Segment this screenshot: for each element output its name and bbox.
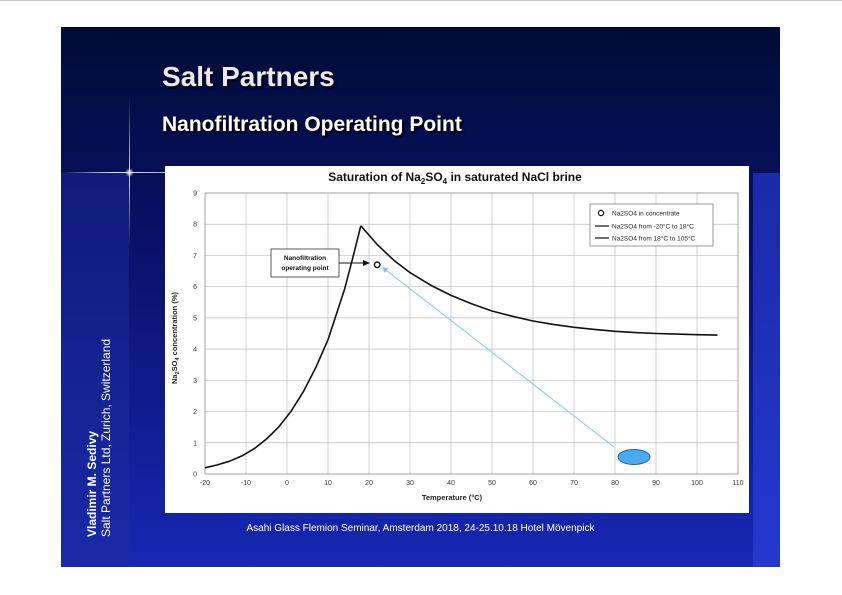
x-tick-label: 20 <box>365 480 373 487</box>
plot-area-border <box>204 192 739 475</box>
x-tick-label: 40 <box>447 480 455 487</box>
chart-title-sub: 4 <box>443 177 448 186</box>
annotation-text-line1: Nanofiltration <box>284 255 326 262</box>
x-tick-label: -20 <box>200 480 210 487</box>
x-tick-label: -10 <box>241 480 251 487</box>
annotation-text-line2: operating point <box>281 265 329 272</box>
y-tick-label: 8 <box>193 222 197 229</box>
y-tick-label: 3 <box>193 378 197 385</box>
x-axis-title: Temperature (°C) <box>422 493 483 502</box>
chart-title-part: Saturation of Na <box>328 170 421 184</box>
slide-title: Salt Partners <box>162 61 335 92</box>
x-tick-label: 30 <box>406 480 414 487</box>
author-organization: Salt Partners Ltd, Zurich, Switzerland <box>99 338 113 537</box>
slide-left-band <box>61 173 129 567</box>
y-tick-label: 7 <box>193 253 197 260</box>
author-block: Vladimir M. Sedivy Salt Partners Ltd, Zu… <box>85 339 113 537</box>
chart-title-sub: 2 <box>421 177 426 186</box>
y-axis-title-sub: 4 <box>175 356 181 360</box>
x-tick-label: 0 <box>285 480 289 487</box>
y-axis-title-sub: 2 <box>175 371 181 374</box>
light-flare-center <box>125 168 134 177</box>
x-tick-label: 90 <box>652 480 660 487</box>
chart-title-part: SO <box>425 170 442 184</box>
legend-entry-high-temp: Na2SO4 from 18°C to 105°C <box>612 235 696 243</box>
x-tick-label: 60 <box>529 480 537 487</box>
y-tick-label: 9 <box>193 191 197 198</box>
y-tick-label: 0 <box>193 472 197 479</box>
y-tick-label: 4 <box>193 347 197 354</box>
saturation-chart: Saturation of Na2SO4 in saturated NaCl b… <box>170 170 744 502</box>
legend: Na2SO4 in concentrate Na2SO4 from -20°C … <box>589 203 714 247</box>
annotation-arrowhead <box>363 260 370 266</box>
axis-ticks: -20 -10 0 10 20 30 40 50 60 70 80 90 100 110 0 1 2 3 4 5 6 7 8… <box>193 191 744 488</box>
author-name: Vladimir M. Sedivy <box>85 430 99 537</box>
y-tick-label: 1 <box>193 440 197 447</box>
legend-marker-open-circle <box>597 209 605 217</box>
y-axis-title-part: concentration (%) <box>170 292 179 358</box>
y-axis-title-part: SO <box>170 360 179 371</box>
legend-entry-low-temp: Na2SO4 from -20°C to 18°C <box>612 223 694 231</box>
legend-box <box>589 203 714 247</box>
legend-entry-concentrate: Na2SO4 in concentrate <box>612 211 680 218</box>
annotation-box <box>270 248 340 278</box>
slide: Salt Partners Nanofiltration Operating P… <box>61 27 780 567</box>
x-tick-label: 10 <box>324 480 332 487</box>
y-tick-label: 2 <box>193 409 197 416</box>
chart-title: Saturation of Na2SO4 in saturated NaCl b… <box>328 170 582 186</box>
operating-point-annotation: Nanofiltration operating point <box>270 248 370 278</box>
y-tick-label: 6 <box>193 284 197 291</box>
chart-title-part: in saturated NaCl brine <box>447 170 582 184</box>
x-tick-label: 80 <box>611 480 619 487</box>
y-axis-title: Na2SO4 concentration (%) <box>170 292 181 384</box>
x-tick-label: 50 <box>488 480 496 487</box>
y-axis-title-part: Na <box>170 374 179 384</box>
chart-container: Saturation of Na2SO4 in saturated NaCl b… <box>165 166 749 513</box>
series-line-1 <box>204 225 362 469</box>
x-tick-label: 70 <box>570 480 578 487</box>
top-border-line <box>0 0 842 1</box>
slide-right-band <box>753 173 780 567</box>
y-tick-label: 5 <box>193 315 197 322</box>
x-tick-label: 100 <box>691 480 703 487</box>
slide-subtitle: Nanofiltration Operating Point <box>162 113 462 136</box>
data-point-concentrate <box>373 261 381 269</box>
x-tick-label: 110 <box>732 480 743 487</box>
footer-text: Asahi Glass Flemion Seminar, Amsterdam 2… <box>246 523 595 534</box>
